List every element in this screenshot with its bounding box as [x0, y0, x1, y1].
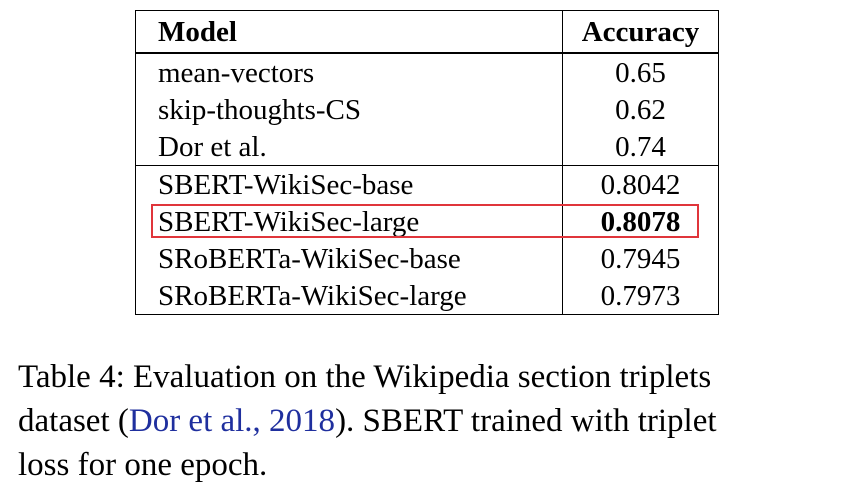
table-header-row: Model Accuracy [135, 10, 719, 54]
accuracy-value: 0.7973 [562, 277, 719, 315]
accuracy-value-best: 0.8078 [562, 203, 719, 240]
caption-line-3: loss for one epoch. [18, 447, 268, 483]
table-row: SRoBERTa-WikiSec-base 0.7945 [135, 240, 719, 277]
accuracy-value: 0.7945 [562, 240, 719, 277]
table-row-highlighted: SBERT-WikiSec-large 0.8078 [135, 203, 719, 240]
accuracy-value: 0.8042 [562, 165, 719, 203]
model-name: SBERT-WikiSec-large [135, 203, 563, 240]
table-caption: Table 4: Evaluation on the Wikipedia sec… [18, 355, 840, 487]
accuracy-value: 0.65 [562, 53, 719, 91]
citation-link[interactable]: Dor et al., 2018 [128, 403, 336, 439]
accuracy-value: 0.74 [562, 128, 719, 166]
caption-text: ). SBERT trained with triplet [335, 403, 717, 439]
model-name: skip-thoughts-CS [135, 91, 563, 128]
header-model: Model [135, 10, 563, 54]
header-accuracy: Accuracy [562, 10, 719, 54]
results-table: Model Accuracy mean-vectors 0.65 skip-th… [135, 10, 719, 315]
caption-line-1: Table 4: Evaluation on the Wikipedia sec… [18, 359, 712, 395]
model-name: Dor et al. [135, 128, 563, 166]
table-row: SRoBERTa-WikiSec-large 0.7973 [135, 277, 719, 315]
caption-text: dataset ( [18, 403, 129, 439]
table-row: skip-thoughts-CS 0.62 [135, 91, 719, 128]
table-row: SBERT-WikiSec-base 0.8042 [135, 165, 719, 203]
caption-line-2: dataset (Dor et al., 2018). SBERT traine… [18, 399, 840, 443]
table-row: mean-vectors 0.65 [135, 53, 719, 91]
model-name: SBERT-WikiSec-base [135, 165, 563, 203]
model-name: SRoBERTa-WikiSec-base [135, 240, 563, 277]
table-row: Dor et al. 0.74 [135, 128, 719, 166]
model-name: SRoBERTa-WikiSec-large [135, 277, 563, 315]
model-name: mean-vectors [135, 53, 563, 91]
accuracy-value: 0.62 [562, 91, 719, 128]
